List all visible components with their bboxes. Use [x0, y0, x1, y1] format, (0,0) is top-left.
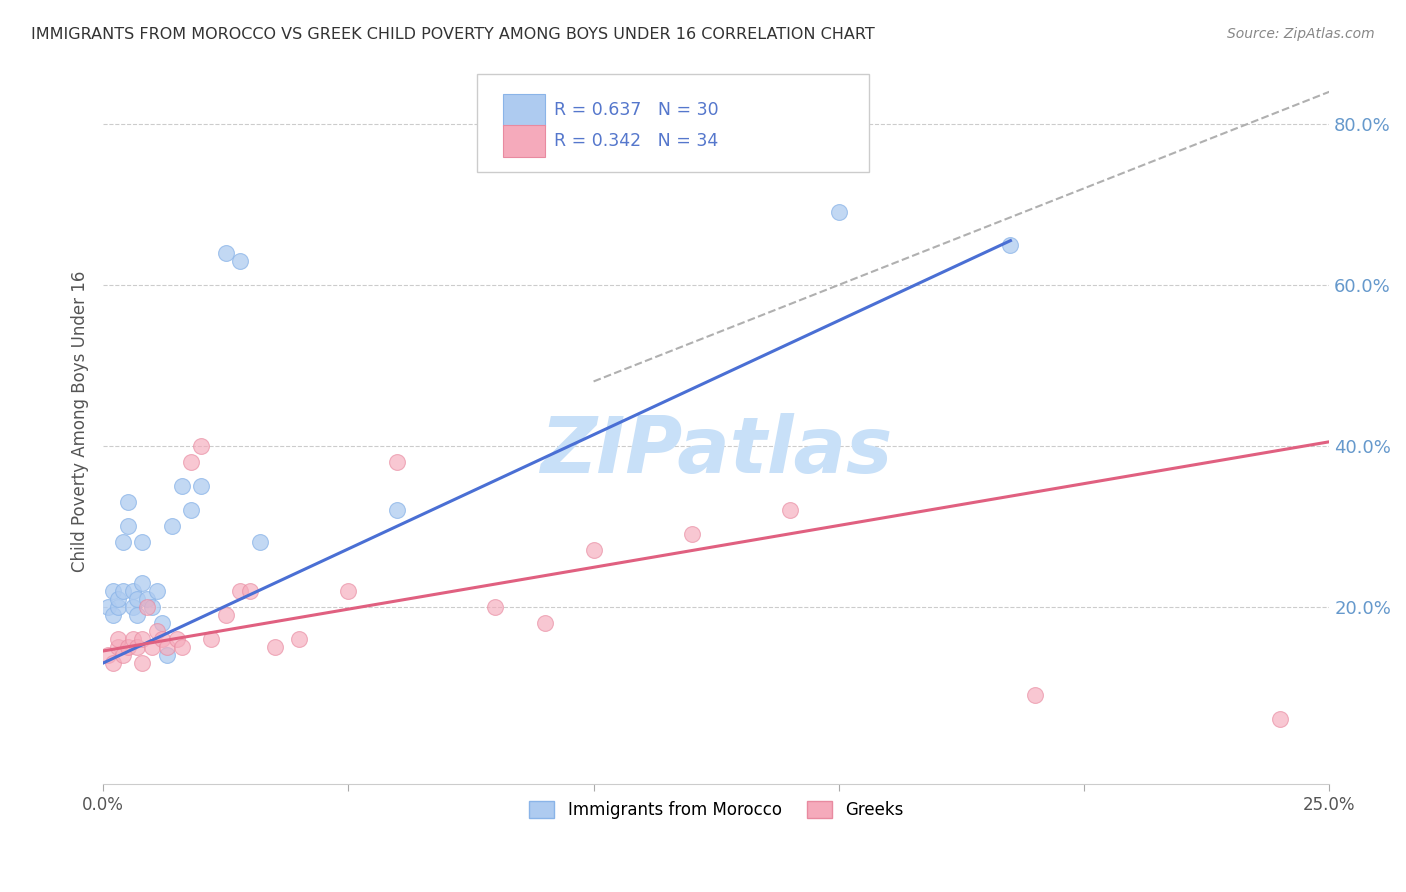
Point	[136, 599, 159, 614]
Point	[582, 543, 605, 558]
Point	[97, 648, 120, 662]
Point	[180, 503, 202, 517]
Point	[111, 583, 134, 598]
Text: ZIPatlas: ZIPatlas	[540, 413, 893, 489]
Point	[150, 615, 173, 630]
Point	[156, 640, 179, 654]
Point	[215, 245, 238, 260]
FancyBboxPatch shape	[503, 126, 544, 157]
Point	[107, 591, 129, 606]
Text: R = 0.637   N = 30: R = 0.637 N = 30	[554, 101, 718, 119]
Point	[117, 640, 139, 654]
FancyBboxPatch shape	[477, 74, 869, 172]
Point	[107, 632, 129, 646]
Point	[170, 640, 193, 654]
Point	[101, 583, 124, 598]
Point	[101, 607, 124, 622]
Point	[337, 583, 360, 598]
Point	[779, 503, 801, 517]
Text: R = 0.342   N = 34: R = 0.342 N = 34	[554, 132, 718, 150]
Point	[533, 615, 555, 630]
Point	[170, 479, 193, 493]
Point	[117, 519, 139, 533]
Point	[97, 599, 120, 614]
Point	[166, 632, 188, 646]
Point	[146, 583, 169, 598]
Point	[288, 632, 311, 646]
Point	[131, 575, 153, 590]
Point	[263, 640, 285, 654]
Point	[249, 535, 271, 549]
Point	[131, 535, 153, 549]
Point	[111, 535, 134, 549]
Point	[150, 632, 173, 646]
Text: Source: ZipAtlas.com: Source: ZipAtlas.com	[1227, 27, 1375, 41]
Point	[1270, 712, 1292, 726]
Point	[239, 583, 262, 598]
Point	[828, 205, 851, 219]
Point	[1024, 688, 1046, 702]
Y-axis label: Child Poverty Among Boys Under 16: Child Poverty Among Boys Under 16	[72, 271, 89, 573]
Point	[117, 495, 139, 509]
Point	[1000, 237, 1022, 252]
Point	[127, 591, 149, 606]
Point	[121, 599, 143, 614]
FancyBboxPatch shape	[503, 95, 544, 127]
Point	[127, 640, 149, 654]
Point	[387, 503, 409, 517]
Point	[141, 599, 163, 614]
Point	[215, 607, 238, 622]
Point	[200, 632, 222, 646]
Point	[121, 583, 143, 598]
Point	[180, 455, 202, 469]
Point	[160, 519, 183, 533]
Point	[107, 640, 129, 654]
Point	[190, 439, 212, 453]
Point	[681, 527, 703, 541]
Point	[107, 599, 129, 614]
Point	[111, 648, 134, 662]
Point	[146, 624, 169, 638]
Text: IMMIGRANTS FROM MOROCCO VS GREEK CHILD POVERTY AMONG BOYS UNDER 16 CORRELATION C: IMMIGRANTS FROM MOROCCO VS GREEK CHILD P…	[31, 27, 875, 42]
Point	[101, 656, 124, 670]
Point	[484, 599, 506, 614]
Point	[131, 632, 153, 646]
Legend: Immigrants from Morocco, Greeks: Immigrants from Morocco, Greeks	[523, 795, 910, 826]
Point	[229, 583, 252, 598]
Point	[387, 455, 409, 469]
Point	[131, 656, 153, 670]
Point	[121, 632, 143, 646]
Point	[141, 640, 163, 654]
Point	[229, 253, 252, 268]
Point	[127, 607, 149, 622]
Point	[136, 591, 159, 606]
Point	[190, 479, 212, 493]
Point	[156, 648, 179, 662]
